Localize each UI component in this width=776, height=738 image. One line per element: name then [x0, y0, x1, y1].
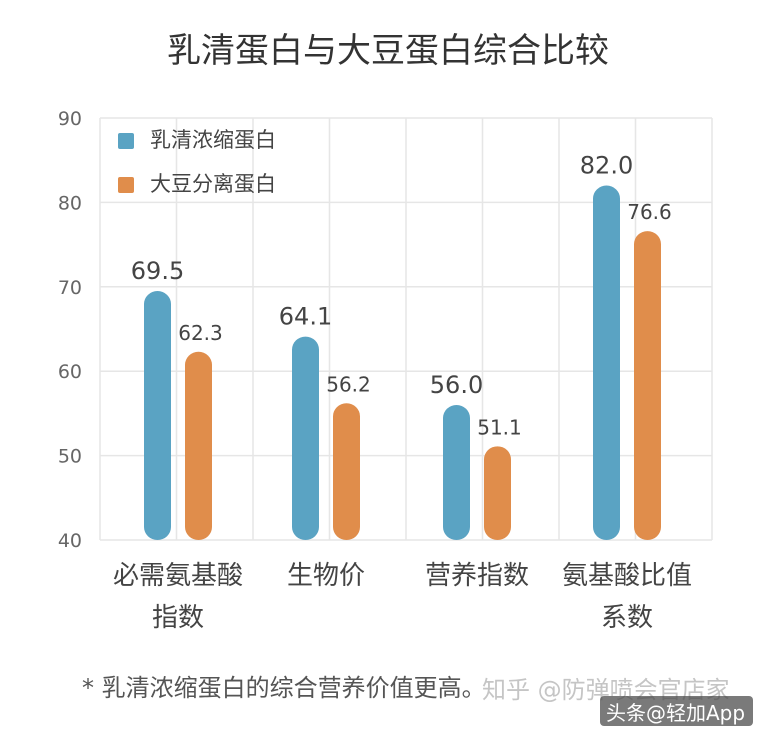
- bar-whey-3: [593, 185, 620, 540]
- x-tick-label: 生物价: [287, 561, 365, 591]
- bar-whey-0: [144, 291, 171, 540]
- bar-whey-1: [292, 336, 319, 540]
- bar-soy-2: [484, 446, 511, 540]
- y-tick-label: 70: [58, 277, 82, 299]
- footnote: * 乳清浓缩蛋白的综合营养价值更高。: [82, 674, 486, 702]
- bar-soy-1: [333, 403, 360, 540]
- y-tick-label: 50: [58, 446, 82, 468]
- x-tick-label: 营养指数: [425, 561, 529, 591]
- value-label: 76.6: [627, 200, 672, 224]
- legend-swatch: [118, 133, 134, 149]
- bar-whey-2: [443, 404, 470, 540]
- x-tick-label: 系数: [601, 603, 653, 633]
- y-tick-label: 80: [58, 192, 82, 214]
- bars: [144, 185, 661, 540]
- chart-title: 乳清蛋白与大豆蛋白综合比较: [167, 31, 609, 71]
- y-axis-ticks: 40 50 60 70 80 90: [58, 108, 82, 552]
- x-tick-label: 必需氨基酸: [113, 561, 243, 591]
- value-label: 64.1: [279, 303, 332, 331]
- source-watermark-text: 头条@轻加App: [606, 700, 746, 725]
- value-label: 69.5: [131, 257, 184, 285]
- value-labels: 69.5 64.1 56.0 82.0 62.3 56.2 51.1 76.6: [131, 152, 672, 440]
- y-tick-label: 90: [58, 108, 82, 130]
- value-label: 62.3: [178, 321, 223, 345]
- value-label: 56.0: [430, 371, 483, 399]
- value-label: 51.1: [477, 415, 522, 439]
- legend-label: 乳清浓缩蛋白: [150, 128, 276, 152]
- source-watermark: 头条@轻加App: [600, 696, 754, 726]
- y-tick-label: 40: [58, 530, 82, 552]
- x-tick-label: 指数: [152, 603, 204, 633]
- value-label: 82.0: [580, 152, 633, 180]
- bar-soy-0: [185, 351, 212, 540]
- value-label: 56.2: [326, 372, 371, 396]
- legend-label: 大豆分离蛋白: [150, 172, 276, 196]
- y-tick-label: 60: [58, 361, 82, 383]
- bar-soy-3: [634, 231, 661, 540]
- x-tick-label: 氨基酸比值: [562, 561, 692, 591]
- legend-swatch: [118, 177, 134, 193]
